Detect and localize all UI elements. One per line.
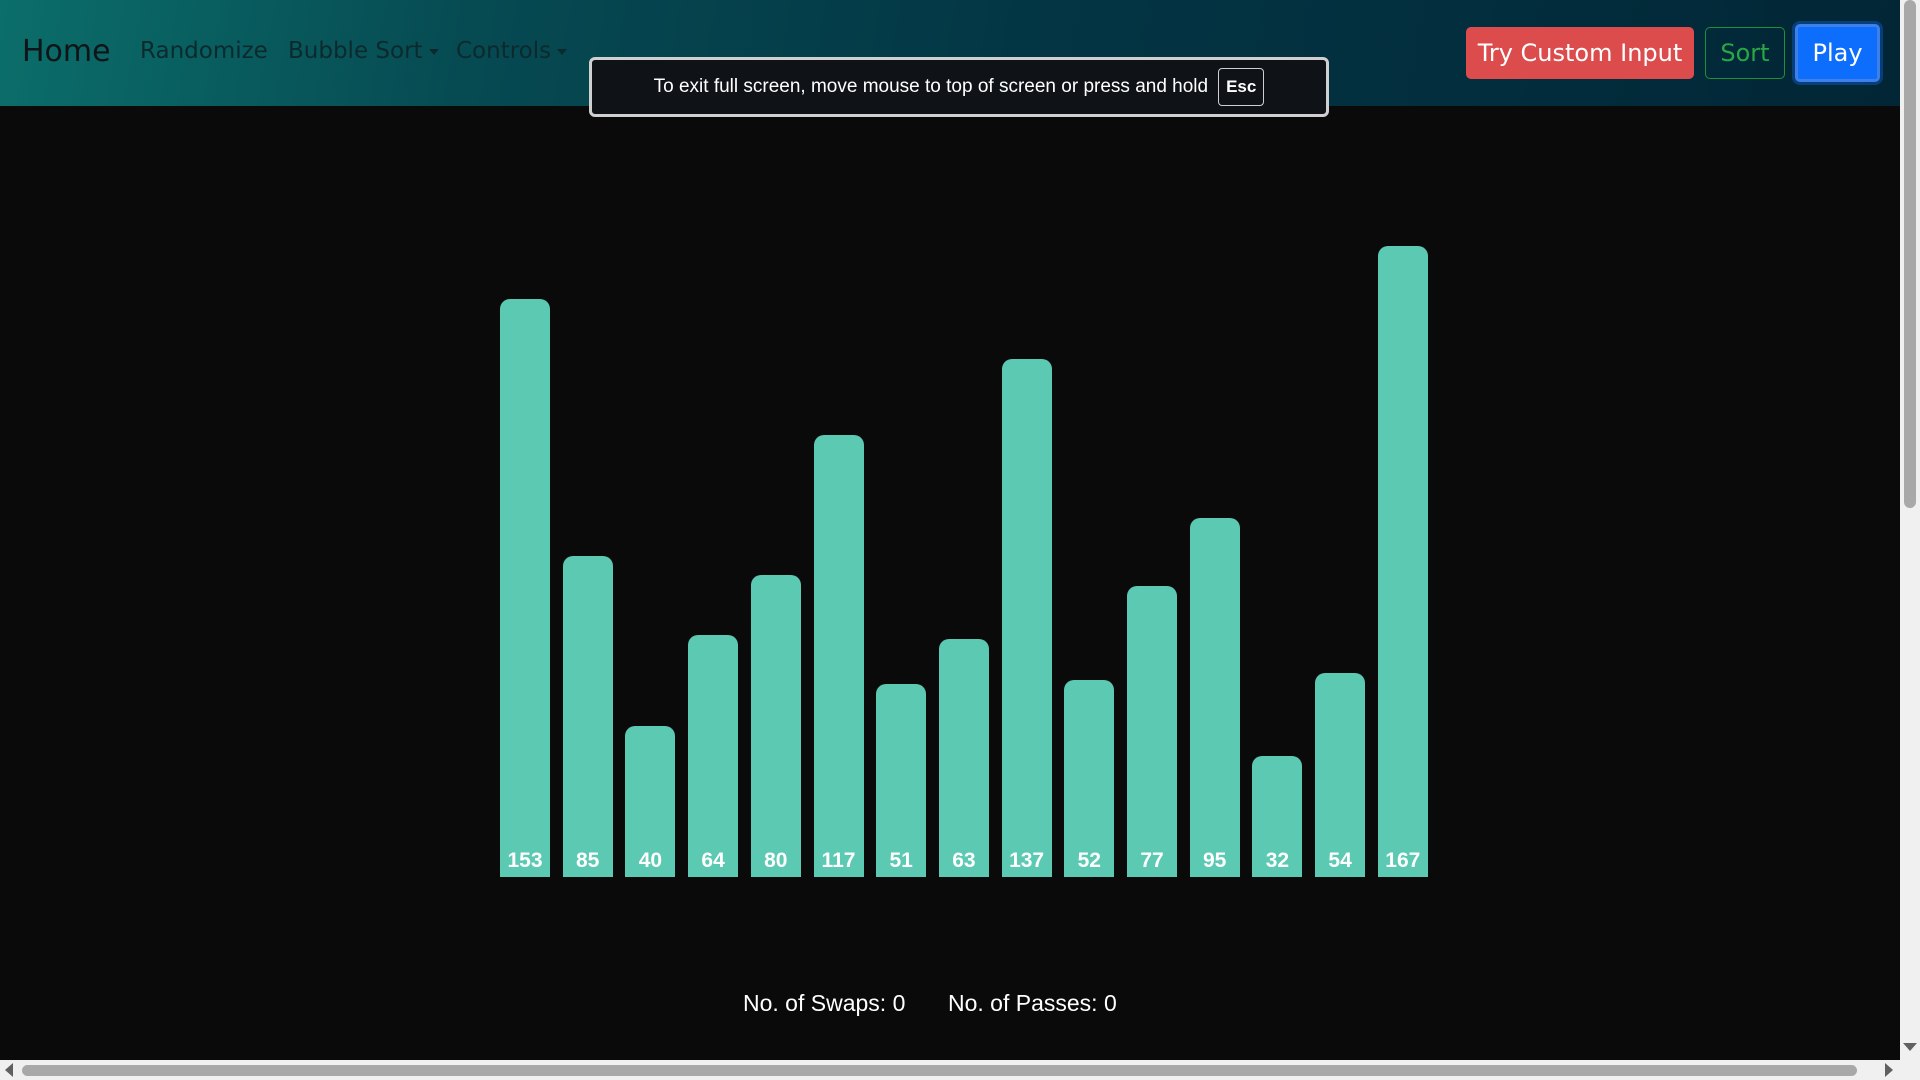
bar-value-label: 85	[576, 848, 600, 872]
try-custom-input-button[interactable]: Try Custom Input	[1466, 27, 1694, 79]
randomize-link[interactable]: Randomize	[140, 38, 268, 64]
bar-9: 52	[1064, 680, 1115, 877]
esc-key-badge: Esc	[1218, 68, 1265, 106]
controls-dropdown[interactable]: Controls	[456, 38, 568, 64]
bar-5: 117	[813, 434, 864, 877]
bar-value-label: 137	[1009, 848, 1045, 872]
bar-value-label: 54	[1328, 848, 1352, 872]
sort-button[interactable]: Sort	[1705, 27, 1785, 79]
bubble-sort-label: Bubble Sort	[288, 38, 423, 64]
bar-6: 51	[876, 684, 927, 877]
bar-value-label: 77	[1140, 848, 1164, 872]
bar-0: 153	[500, 298, 550, 877]
bar-2: 40	[625, 725, 676, 877]
bar-value-label: 95	[1203, 848, 1227, 872]
bar-12: 32	[1252, 756, 1303, 877]
bar-value-label: 64	[701, 848, 725, 872]
play-button[interactable]: Play	[1795, 24, 1880, 82]
bar-13: 54	[1315, 672, 1366, 877]
bar-value-label: 63	[952, 848, 976, 872]
bar-value-label: 52	[1077, 848, 1101, 872]
controls-label: Controls	[456, 38, 552, 64]
vertical-scroll-thumb[interactable]	[1904, 0, 1916, 508]
bar-3: 64	[688, 635, 739, 877]
bar-value-label: 51	[889, 848, 913, 872]
bar-value-label: 32	[1265, 848, 1290, 872]
horizontal-scroll-thumb[interactable]	[22, 1065, 1857, 1076]
bar-1: 85	[562, 555, 613, 877]
scroll-down-arrow-icon[interactable]	[1903, 1043, 1917, 1051]
bar-chart: 153 85 40 64 80 117 51 63 137 52 77 95 32 54 167	[500, 245, 1428, 877]
caret-down-icon	[557, 48, 568, 55]
caret-down-icon	[428, 48, 439, 55]
scroll-right-arrow-icon[interactable]	[1885, 1063, 1893, 1077]
swap-count: No. of Swaps: 0	[743, 990, 906, 1016]
bar-value-label: 153	[507, 848, 543, 872]
scroll-left-arrow-icon[interactable]	[5, 1063, 13, 1077]
fullscreen-notice: To exit full screen, move mouse to top o…	[589, 57, 1329, 117]
bubble-sort-dropdown[interactable]: Bubble Sort	[288, 38, 439, 64]
bar-value-label: 80	[764, 848, 788, 872]
bar-14: 167	[1377, 245, 1428, 877]
bar-value-label: 117	[821, 848, 856, 872]
fullscreen-notice-text: To exit full screen, move mouse to top o…	[653, 76, 1209, 97]
home-link[interactable]: Home	[22, 34, 111, 69]
bar-7: 63	[938, 638, 989, 877]
bar-value-label: 40	[638, 848, 663, 872]
pass-count: No. of Passes: 0	[948, 990, 1117, 1016]
bar-11: 95	[1189, 517, 1240, 877]
bar-4: 80	[750, 574, 801, 877]
bar-10: 77	[1127, 585, 1177, 877]
bar-8: 137	[1001, 359, 1052, 877]
bar-value-label: 167	[1385, 848, 1421, 872]
